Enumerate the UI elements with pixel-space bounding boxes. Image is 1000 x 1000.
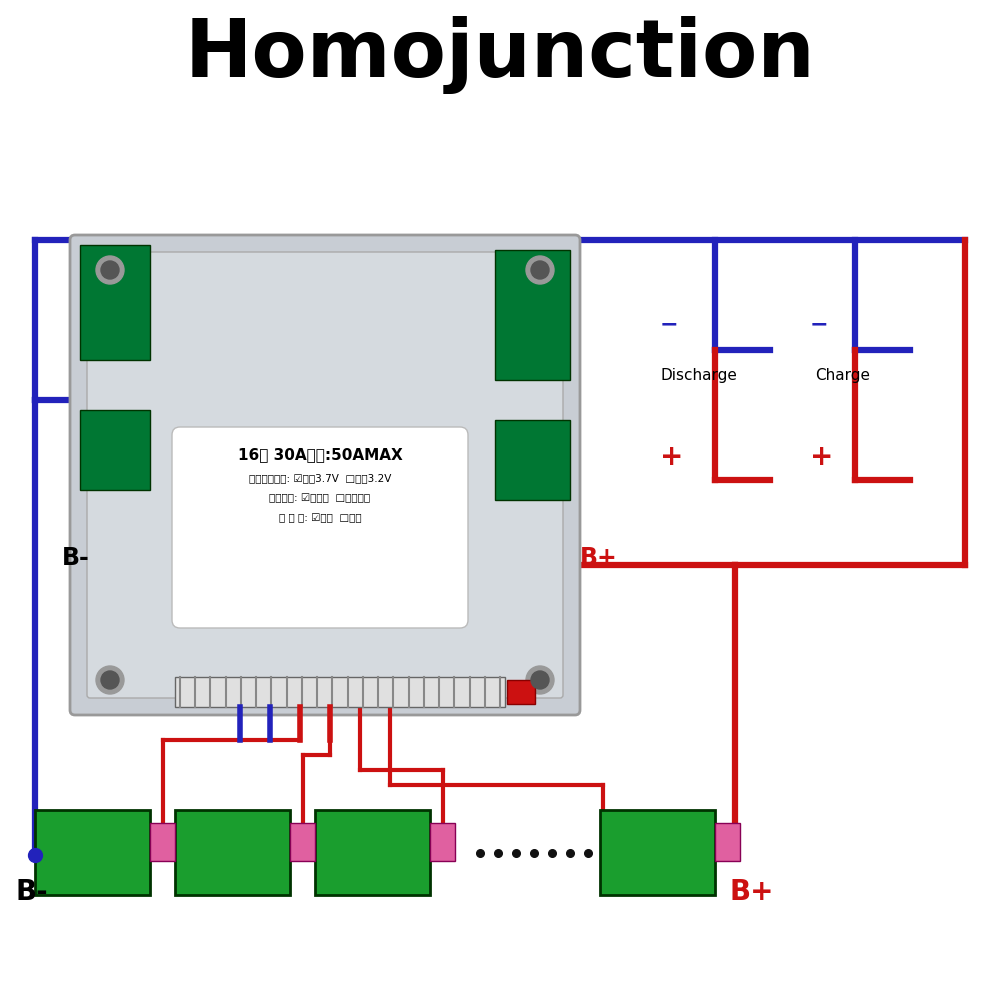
Text: +: + — [660, 443, 683, 471]
Bar — [315, 810, 430, 895]
Text: Homojunction: Homojunction — [185, 16, 815, 94]
Bar — [175, 677, 505, 707]
Bar — [80, 410, 150, 490]
Circle shape — [96, 666, 124, 694]
Text: 适合电芯类型: ☑锂电3.7V  □铁锂3.2V: 适合电芯类型: ☑锂电3.7V □铁锂3.2V — [249, 473, 391, 483]
Circle shape — [526, 666, 554, 694]
Bar — [495, 250, 570, 380]
Bar — [35, 810, 150, 895]
Circle shape — [531, 671, 549, 689]
Text: B-: B- — [15, 878, 48, 906]
FancyBboxPatch shape — [172, 427, 468, 628]
Bar — [600, 810, 715, 895]
Text: 16节 30A持续:50AMAX: 16节 30A持续:50AMAX — [238, 448, 402, 462]
Bar — [80, 245, 150, 360]
Bar — [430, 823, 455, 861]
Circle shape — [96, 256, 124, 284]
Text: +: + — [810, 443, 833, 471]
Text: −: − — [660, 314, 679, 334]
Bar — [715, 823, 740, 861]
Bar — [290, 823, 315, 861]
Circle shape — [101, 671, 119, 689]
Text: Charge: Charge — [815, 368, 870, 383]
Circle shape — [526, 256, 554, 284]
Text: Discharge: Discharge — [660, 368, 737, 383]
Bar — [175, 810, 290, 895]
FancyBboxPatch shape — [70, 235, 580, 715]
Circle shape — [531, 261, 549, 279]
Bar — [495, 420, 570, 500]
Text: 接 线 口: ☑同口  □异口: 接 线 口: ☑同口 □异口 — [279, 513, 361, 523]
Text: B-: B- — [62, 546, 90, 570]
Text: B+: B+ — [730, 878, 774, 906]
Text: −: − — [810, 314, 829, 334]
Text: 均衡功能: ☑带均衡  □不带均衡: 均衡功能: ☑带均衡 □不带均衡 — [269, 493, 371, 503]
FancyBboxPatch shape — [87, 252, 563, 698]
Bar — [150, 823, 175, 861]
Circle shape — [101, 261, 119, 279]
Bar — [507, 680, 535, 704]
Text: B+: B+ — [580, 546, 618, 570]
